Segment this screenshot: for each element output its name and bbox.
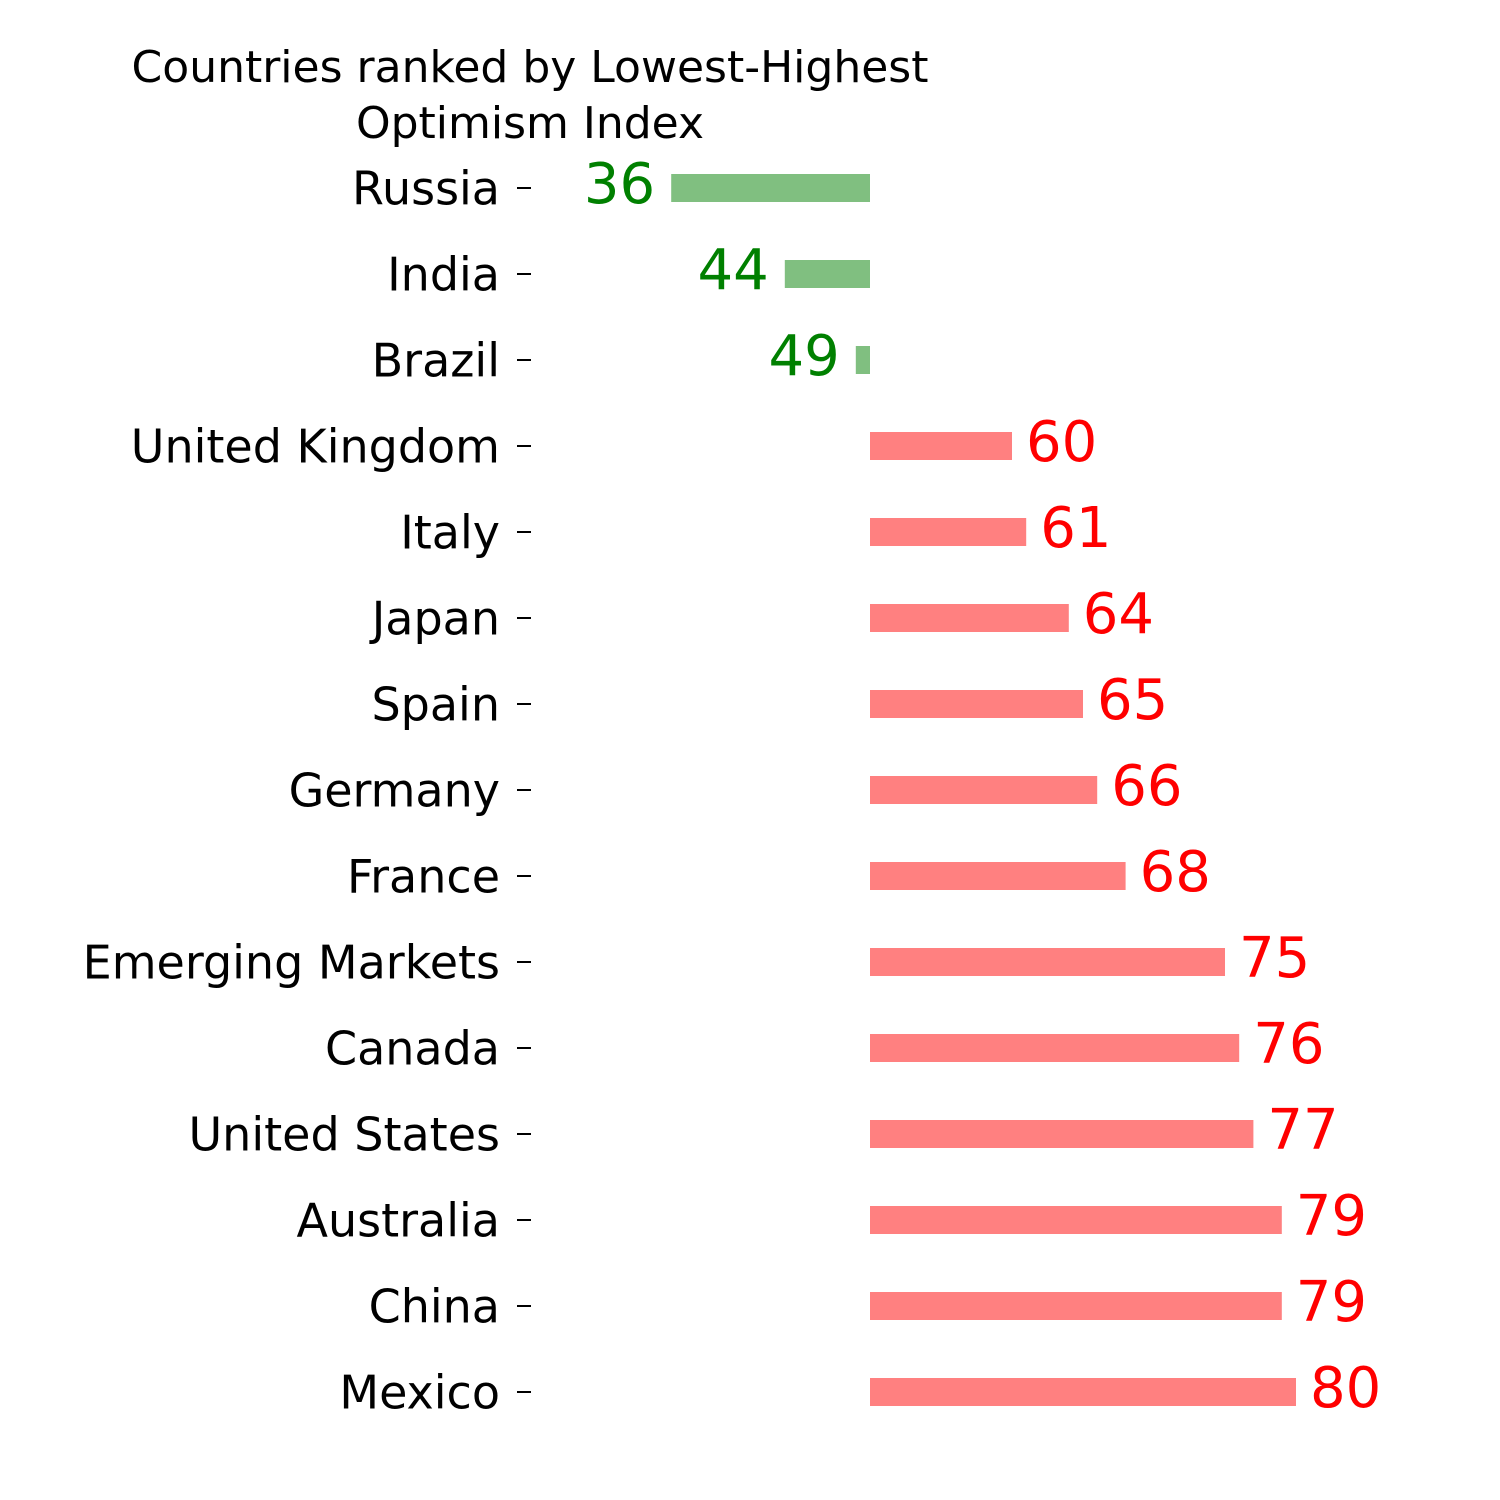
bar [870, 604, 1069, 632]
value-label: 77 [1267, 1098, 1338, 1163]
bar [870, 432, 1012, 460]
value-label: 79 [1296, 1270, 1367, 1335]
value-label: 44 [698, 238, 769, 303]
y-tick-label: Italy [400, 506, 500, 560]
y-tick-label: India [387, 248, 500, 302]
y-tick-label: Brazil [372, 334, 500, 388]
bar [870, 1292, 1282, 1320]
y-tick-label: Germany [289, 764, 500, 818]
y-tick-label: United Kingdom [131, 420, 500, 474]
value-label: 36 [584, 152, 655, 217]
y-tick-label: Russia [352, 162, 500, 216]
bar [784, 260, 870, 288]
bar [870, 776, 1098, 804]
y-tick-label: Canada [325, 1022, 500, 1076]
y-tick-label: Mexico [339, 1366, 500, 1420]
value-label: 76 [1253, 1012, 1324, 1077]
y-tick-label: Emerging Markets [83, 936, 500, 990]
value-label: 60 [1026, 410, 1097, 475]
value-label: 79 [1296, 1184, 1367, 1249]
y-tick-label: Japan [369, 592, 500, 646]
bar [855, 346, 870, 374]
bar [870, 1034, 1240, 1062]
chart-title: Countries ranked by Lowest-Highest Optim… [131, 42, 929, 149]
bar [671, 174, 870, 202]
y-tick-label: France [347, 850, 500, 904]
value-label: 80 [1310, 1356, 1381, 1421]
bar [870, 862, 1126, 890]
value-label: 66 [1111, 754, 1182, 819]
bar [870, 1206, 1282, 1234]
value-label: 49 [769, 324, 840, 389]
y-tick-label: United States [189, 1108, 501, 1162]
value-label: 64 [1083, 582, 1154, 647]
bar [870, 948, 1225, 976]
bar [870, 518, 1027, 546]
y-tick-label: Spain [371, 678, 500, 732]
value-label: 65 [1097, 668, 1168, 733]
bar [870, 1378, 1296, 1406]
value-label: 68 [1140, 840, 1211, 905]
bar [870, 1120, 1254, 1148]
y-tick-label: China [369, 1280, 500, 1334]
value-label: 75 [1239, 926, 1310, 991]
value-label: 61 [1040, 496, 1111, 561]
y-tick-label: Australia [297, 1194, 500, 1248]
bar [870, 690, 1083, 718]
